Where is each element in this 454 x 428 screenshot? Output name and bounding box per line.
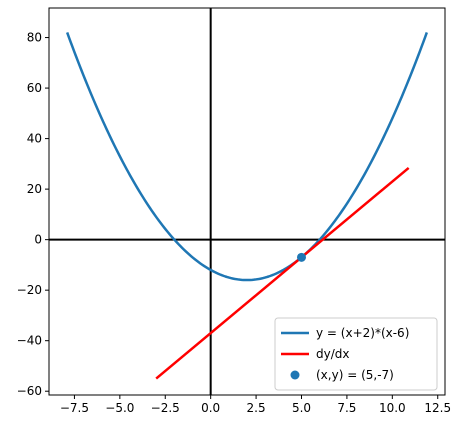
y-tick-label: −20 [17, 283, 42, 297]
legend-swatch-point [290, 370, 300, 380]
axes: −7.5 −5.0 −2.5 0.0 2.5 5.0 7.5 10.0 12.5 −60 −40 −2… [17, 7, 451, 415]
x-tick-label: −2.5 [151, 401, 180, 415]
plot-frame [48, 7, 446, 396]
y-tick-label: −60 [17, 384, 42, 398]
plot-area [49, 8, 445, 395]
legend-label-curve: y = (x+2)*(x-6) [316, 326, 409, 340]
parabola-curve [65, 32, 429, 282]
y-tick-label: 80 [27, 31, 42, 45]
x-tick-label: 12.5 [424, 401, 451, 415]
x-tick-label: −7.5 [60, 401, 89, 415]
legend-label-derivative: dy/dx [316, 347, 349, 361]
y-tick-label: 20 [27, 182, 42, 196]
x-tick-label: 7.5 [337, 401, 356, 415]
legend: y = (x+2)*(x-6) dy/dx (x,y) = (5,-7) [274, 317, 438, 391]
x-tick-label: 5.0 [292, 401, 311, 415]
x-tick-label: 10.0 [379, 401, 406, 415]
highlight-point [296, 252, 306, 262]
y-tick-label: 60 [27, 81, 42, 95]
legend-label-point: (x,y) = (5,-7) [316, 368, 394, 382]
x-tick-label: 2.5 [247, 401, 266, 415]
y-tick-label: −40 [17, 334, 42, 348]
x-tick-label: 0.0 [201, 401, 220, 415]
tangent-line [155, 166, 410, 380]
x-tick-label: −5.0 [105, 401, 134, 415]
y-tick-label: 40 [27, 132, 42, 146]
y-tick-label: 0 [34, 233, 42, 247]
legend-box [274, 317, 438, 391]
